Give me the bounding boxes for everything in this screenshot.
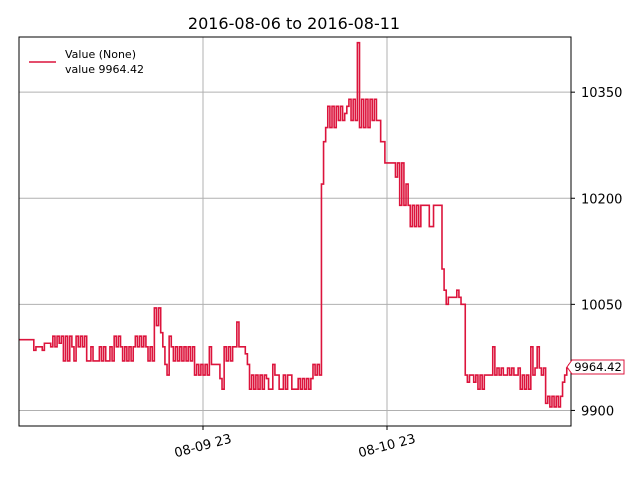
last-value-callout: 9964.42	[566, 359, 625, 375]
legend-value: value 9964.42	[65, 63, 144, 76]
last-value-box	[566, 359, 625, 375]
y-tick-label: 10350	[581, 86, 622, 101]
y-tick-label: 10050	[581, 298, 622, 313]
last-value-label: 9964.42	[574, 360, 622, 374]
y-tick-label: 10200	[581, 192, 622, 207]
plot-area	[19, 37, 571, 426]
plot-frame	[18, 36, 572, 427]
series-layer	[19, 41, 571, 408]
y-tick-label: 9900	[581, 404, 614, 419]
chart-title: 2016-08-06 to 2016-08-11	[188, 14, 400, 33]
series-line	[19, 41, 571, 408]
legend: Value (None) value 9964.42	[29, 48, 144, 76]
legend-label: Value (None)	[65, 48, 136, 61]
grid	[19, 37, 571, 426]
